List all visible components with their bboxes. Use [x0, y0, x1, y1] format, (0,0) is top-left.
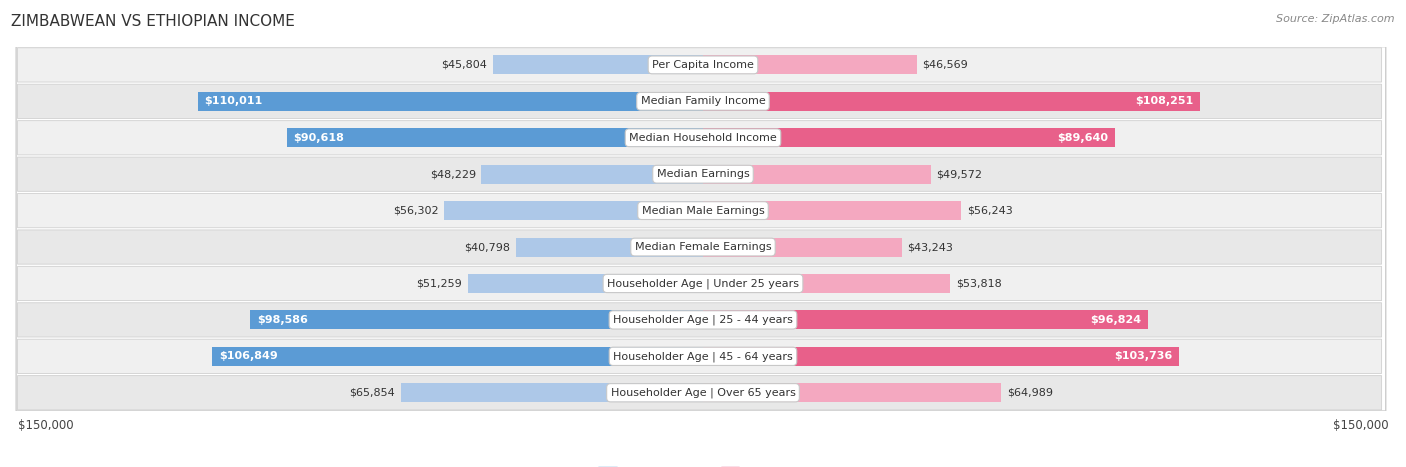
Text: Householder Age | Under 25 years: Householder Age | Under 25 years	[607, 278, 799, 289]
Text: $43,243: $43,243	[907, 242, 953, 252]
FancyBboxPatch shape	[17, 266, 1382, 301]
Legend: Zimbabwean, Ethiopian: Zimbabwean, Ethiopian	[593, 462, 813, 467]
Text: $89,640: $89,640	[1057, 133, 1108, 143]
Bar	[703, 347, 1180, 366]
Text: Median Household Income: Median Household Income	[628, 133, 778, 143]
Text: $64,989: $64,989	[1007, 388, 1053, 398]
Text: Householder Age | Over 65 years: Householder Age | Over 65 years	[610, 388, 796, 398]
Bar	[287, 128, 703, 147]
FancyBboxPatch shape	[17, 157, 1382, 191]
Text: $90,618: $90,618	[294, 133, 344, 143]
Text: $108,251: $108,251	[1135, 96, 1194, 106]
Text: $56,302: $56,302	[394, 205, 439, 216]
Bar	[492, 56, 703, 74]
Text: $51,259: $51,259	[416, 278, 463, 289]
Bar	[703, 56, 917, 74]
Bar	[401, 383, 703, 402]
Bar	[703, 92, 1201, 111]
Text: $150,000: $150,000	[17, 419, 73, 432]
Bar	[198, 92, 703, 111]
Bar	[703, 274, 950, 293]
Text: Median Female Earnings: Median Female Earnings	[634, 242, 772, 252]
Text: $110,011: $110,011	[205, 96, 263, 106]
Text: $53,818: $53,818	[956, 278, 1001, 289]
Bar	[703, 238, 901, 256]
Bar	[703, 128, 1115, 147]
Text: $98,586: $98,586	[257, 315, 308, 325]
Bar	[703, 201, 962, 220]
Bar	[212, 347, 703, 366]
Text: $150,000: $150,000	[1333, 419, 1389, 432]
Text: Householder Age | 25 - 44 years: Householder Age | 25 - 44 years	[613, 315, 793, 325]
Text: $45,804: $45,804	[441, 60, 486, 70]
FancyBboxPatch shape	[17, 230, 1382, 264]
FancyBboxPatch shape	[17, 48, 1382, 82]
Bar	[444, 201, 703, 220]
FancyBboxPatch shape	[17, 84, 1382, 119]
FancyBboxPatch shape	[17, 339, 1382, 374]
FancyBboxPatch shape	[17, 303, 1382, 337]
Bar	[468, 274, 703, 293]
Text: $48,229: $48,229	[430, 169, 477, 179]
Text: $40,798: $40,798	[464, 242, 510, 252]
Text: ZIMBABWEAN VS ETHIOPIAN INCOME: ZIMBABWEAN VS ETHIOPIAN INCOME	[11, 14, 295, 29]
Bar	[481, 165, 703, 184]
Bar	[703, 165, 931, 184]
Text: Householder Age | 45 - 64 years: Householder Age | 45 - 64 years	[613, 351, 793, 361]
FancyBboxPatch shape	[17, 193, 1382, 228]
Bar	[516, 238, 703, 256]
Text: $49,572: $49,572	[936, 169, 983, 179]
FancyBboxPatch shape	[17, 375, 1382, 410]
Text: Source: ZipAtlas.com: Source: ZipAtlas.com	[1277, 14, 1395, 24]
Text: $56,243: $56,243	[967, 205, 1012, 216]
Text: $46,569: $46,569	[922, 60, 969, 70]
Text: $106,849: $106,849	[219, 351, 278, 361]
Bar	[703, 311, 1147, 329]
Text: Per Capita Income: Per Capita Income	[652, 60, 754, 70]
Text: $103,736: $103,736	[1115, 351, 1173, 361]
Text: Median Earnings: Median Earnings	[657, 169, 749, 179]
Text: Median Family Income: Median Family Income	[641, 96, 765, 106]
Bar	[703, 383, 1001, 402]
FancyBboxPatch shape	[17, 120, 1382, 155]
Bar	[250, 311, 703, 329]
Text: Median Male Earnings: Median Male Earnings	[641, 205, 765, 216]
Text: $96,824: $96,824	[1090, 315, 1140, 325]
Text: $65,854: $65,854	[349, 388, 395, 398]
